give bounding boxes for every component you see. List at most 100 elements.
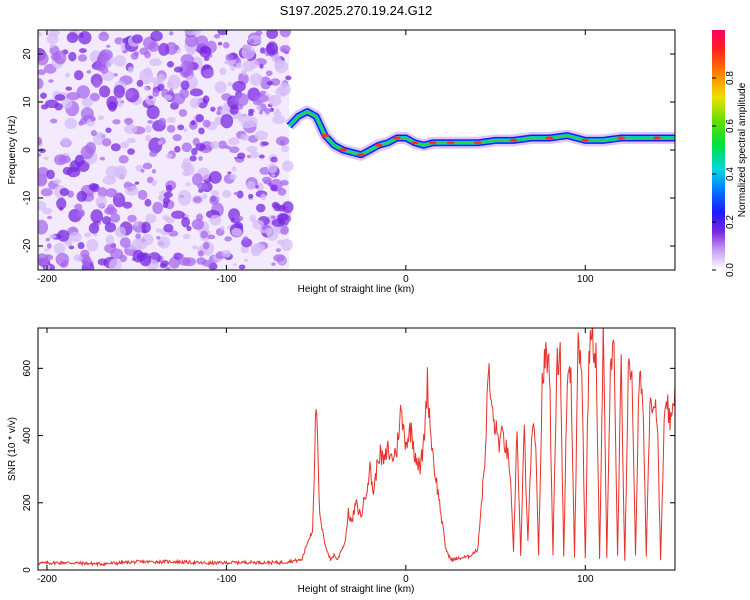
noise-blob xyxy=(270,215,276,220)
noise-blob xyxy=(145,125,152,133)
noise-blob xyxy=(98,31,110,42)
noise-blob xyxy=(56,197,67,210)
noise-blob xyxy=(104,243,117,254)
noise-blob xyxy=(64,117,78,129)
noise-blob xyxy=(241,44,255,60)
noise-blob xyxy=(189,155,197,162)
noise-blob xyxy=(156,73,166,82)
ridge-peak xyxy=(509,138,518,142)
noise-blob xyxy=(100,65,109,74)
noise-blob xyxy=(229,173,237,180)
noise-blob xyxy=(122,201,133,209)
noise-blob xyxy=(229,146,240,154)
noise-blob xyxy=(191,173,203,186)
ridge-peak xyxy=(321,134,330,138)
noise-blob xyxy=(77,54,88,62)
colorbar-tick-label: 0.0 xyxy=(725,263,736,277)
noise-blob xyxy=(81,97,94,108)
noise-blob xyxy=(266,30,279,39)
noise-blob xyxy=(256,104,262,111)
noise-blob xyxy=(116,97,123,103)
noise-blob xyxy=(38,173,48,187)
noise-blob xyxy=(119,254,127,263)
noise-blob xyxy=(169,88,174,94)
noise-blob xyxy=(113,55,127,67)
colorbar-gradient xyxy=(712,30,725,270)
colorbar-tick-label: 0.4 xyxy=(725,167,736,181)
noise-blob xyxy=(273,158,278,163)
noise-blob xyxy=(65,86,73,91)
noise-blob xyxy=(126,137,136,144)
noise-blob xyxy=(159,263,167,269)
noise-blob xyxy=(38,153,42,157)
noise-blob xyxy=(166,80,174,89)
noise-blob xyxy=(151,169,157,174)
noise-blob xyxy=(191,219,205,230)
noise-blob xyxy=(155,228,162,233)
noise-blob xyxy=(131,34,143,44)
noise-blob xyxy=(216,110,221,116)
ridge-peak xyxy=(428,141,437,145)
spectrogram-y-label: Frequency (Hz) xyxy=(7,116,18,185)
noise-blob xyxy=(265,70,273,77)
noise-blob xyxy=(231,227,242,237)
y-tick-label: 0 xyxy=(22,567,33,573)
ridge-peak xyxy=(339,148,348,152)
noise-blob xyxy=(118,154,129,164)
noise-blob xyxy=(66,166,81,178)
noise-blob xyxy=(152,201,163,215)
noise-blob xyxy=(105,234,115,245)
noise-blob xyxy=(119,237,131,248)
noise-blob xyxy=(270,184,278,192)
noise-blob xyxy=(73,254,83,262)
noise-blob xyxy=(145,213,157,224)
noise-blob xyxy=(228,137,240,146)
noise-blob xyxy=(116,192,121,199)
ridge-peak xyxy=(446,141,455,145)
noise-blob xyxy=(259,64,264,69)
noise-blob xyxy=(189,88,204,97)
noise-blob xyxy=(217,30,228,36)
noise-blob xyxy=(99,49,113,61)
noise-blob xyxy=(177,124,185,131)
noise-blob xyxy=(38,69,46,76)
ridge-peak xyxy=(356,153,365,157)
noise-blob xyxy=(86,70,92,74)
noise-blob xyxy=(240,133,250,141)
noise-blob xyxy=(124,185,139,196)
noise-blob xyxy=(46,215,53,220)
noise-blob xyxy=(242,236,249,242)
noise-blob xyxy=(180,80,190,90)
noise-blob xyxy=(238,264,246,270)
noise-blob xyxy=(125,90,135,98)
noise-blob xyxy=(66,32,79,43)
noise-blob xyxy=(198,127,205,135)
noise-blob xyxy=(90,209,104,224)
noise-blob xyxy=(181,216,190,228)
noise-blob xyxy=(250,151,260,159)
noise-blob xyxy=(183,233,191,240)
noise-blob xyxy=(174,145,181,153)
noise-blob xyxy=(256,203,266,213)
noise-blob xyxy=(86,238,99,252)
noise-blob xyxy=(217,41,223,46)
noise-blob xyxy=(158,117,167,126)
noise-blob xyxy=(102,138,112,147)
noise-blob xyxy=(42,207,53,215)
noise-blob xyxy=(184,34,199,48)
noise-blob xyxy=(40,188,53,197)
noise-blob xyxy=(236,190,244,199)
noise-blob xyxy=(282,160,294,172)
noise-blob xyxy=(145,94,157,106)
noise-blob xyxy=(78,120,84,126)
noise-blob xyxy=(76,190,87,202)
noise-blob xyxy=(202,119,211,128)
noise-blob xyxy=(38,200,47,211)
noise-blob xyxy=(246,154,251,159)
noise-blob xyxy=(184,163,195,176)
noise-blob xyxy=(108,258,122,270)
noise-blob xyxy=(222,249,232,258)
noise-blob xyxy=(184,30,198,36)
noise-blob xyxy=(250,73,263,86)
